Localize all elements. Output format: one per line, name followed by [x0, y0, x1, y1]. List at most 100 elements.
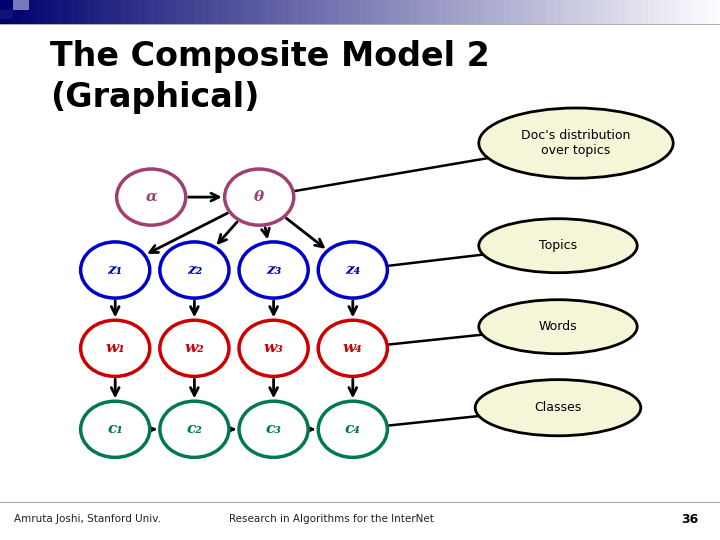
Ellipse shape: [239, 401, 308, 457]
Bar: [439, 0, 447, 24]
Bar: [540, 0, 548, 24]
Ellipse shape: [225, 169, 294, 225]
Bar: [209, 0, 217, 24]
Text: w₁: w₁: [105, 341, 125, 355]
Bar: [130, 0, 138, 24]
Text: Research in Algorithms for the InterNet: Research in Algorithms for the InterNet: [229, 515, 433, 524]
Ellipse shape: [475, 380, 641, 436]
Ellipse shape: [81, 320, 150, 376]
Bar: [655, 0, 663, 24]
Bar: [295, 0, 303, 24]
Bar: [122, 0, 130, 24]
Bar: [634, 0, 642, 24]
Bar: [554, 0, 562, 24]
Bar: [173, 0, 181, 24]
Bar: [598, 0, 606, 24]
Text: w₂: w₂: [184, 341, 204, 355]
Bar: [324, 0, 332, 24]
Text: α: α: [145, 190, 157, 204]
Text: c₂: c₂: [186, 422, 202, 436]
Text: Amruta Joshi, Stanford Univ.: Amruta Joshi, Stanford Univ.: [14, 515, 161, 524]
Bar: [252, 0, 260, 24]
Text: 36: 36: [681, 513, 698, 526]
Bar: [619, 0, 627, 24]
Bar: [238, 0, 246, 24]
Bar: [115, 0, 123, 24]
Bar: [94, 0, 102, 24]
Bar: [504, 0, 512, 24]
Ellipse shape: [318, 320, 387, 376]
Bar: [562, 0, 570, 24]
Bar: [576, 0, 584, 24]
Ellipse shape: [318, 401, 387, 457]
Text: θ: θ: [254, 190, 264, 204]
Bar: [22, 0, 30, 24]
Bar: [612, 0, 620, 24]
Bar: [151, 0, 159, 24]
Text: z₁: z₁: [107, 263, 123, 277]
Bar: [418, 0, 426, 24]
Bar: [0, 10, 13, 19]
Text: w₄: w₄: [343, 341, 363, 355]
Bar: [259, 0, 267, 24]
Bar: [310, 0, 318, 24]
Bar: [626, 0, 634, 24]
Text: c₁: c₁: [107, 422, 123, 436]
Bar: [338, 0, 346, 24]
Bar: [158, 0, 166, 24]
Bar: [497, 0, 505, 24]
Ellipse shape: [117, 169, 186, 225]
Bar: [677, 0, 685, 24]
Text: Doc's distribution
over topics: Doc's distribution over topics: [521, 129, 631, 157]
Bar: [605, 0, 613, 24]
Bar: [346, 0, 354, 24]
Text: (Graphical): (Graphical): [50, 80, 260, 114]
Ellipse shape: [160, 242, 229, 298]
Text: w₃: w₃: [264, 341, 284, 355]
Ellipse shape: [479, 300, 637, 354]
Ellipse shape: [239, 320, 308, 376]
Bar: [29, 0, 37, 24]
Bar: [144, 0, 152, 24]
Bar: [396, 0, 404, 24]
Bar: [288, 0, 296, 24]
Bar: [79, 0, 87, 24]
Bar: [684, 0, 692, 24]
Bar: [526, 0, 534, 24]
Bar: [216, 0, 224, 24]
Text: z₄: z₄: [345, 263, 361, 277]
Text: z₂: z₂: [186, 263, 202, 277]
Bar: [389, 0, 397, 24]
Bar: [533, 0, 541, 24]
Text: c₄: c₄: [345, 422, 361, 436]
Bar: [490, 0, 498, 24]
Text: The Composite Model 2: The Composite Model 2: [50, 40, 490, 73]
Bar: [13, 0, 29, 10]
Text: Classes: Classes: [534, 401, 582, 414]
Bar: [382, 0, 390, 24]
Bar: [331, 0, 339, 24]
Bar: [698, 0, 706, 24]
Bar: [446, 0, 454, 24]
Bar: [670, 0, 678, 24]
Bar: [72, 0, 80, 24]
Bar: [713, 0, 720, 24]
Bar: [353, 0, 361, 24]
Bar: [266, 0, 274, 24]
Bar: [547, 0, 555, 24]
Bar: [101, 0, 109, 24]
Bar: [367, 0, 375, 24]
Bar: [468, 0, 476, 24]
Bar: [137, 0, 145, 24]
Bar: [583, 0, 591, 24]
Bar: [302, 0, 310, 24]
Ellipse shape: [81, 242, 150, 298]
Bar: [43, 0, 51, 24]
Bar: [108, 0, 116, 24]
Bar: [403, 0, 411, 24]
Ellipse shape: [479, 219, 637, 273]
Text: Topics: Topics: [539, 239, 577, 252]
Bar: [590, 0, 598, 24]
Bar: [662, 0, 670, 24]
Bar: [180, 0, 188, 24]
